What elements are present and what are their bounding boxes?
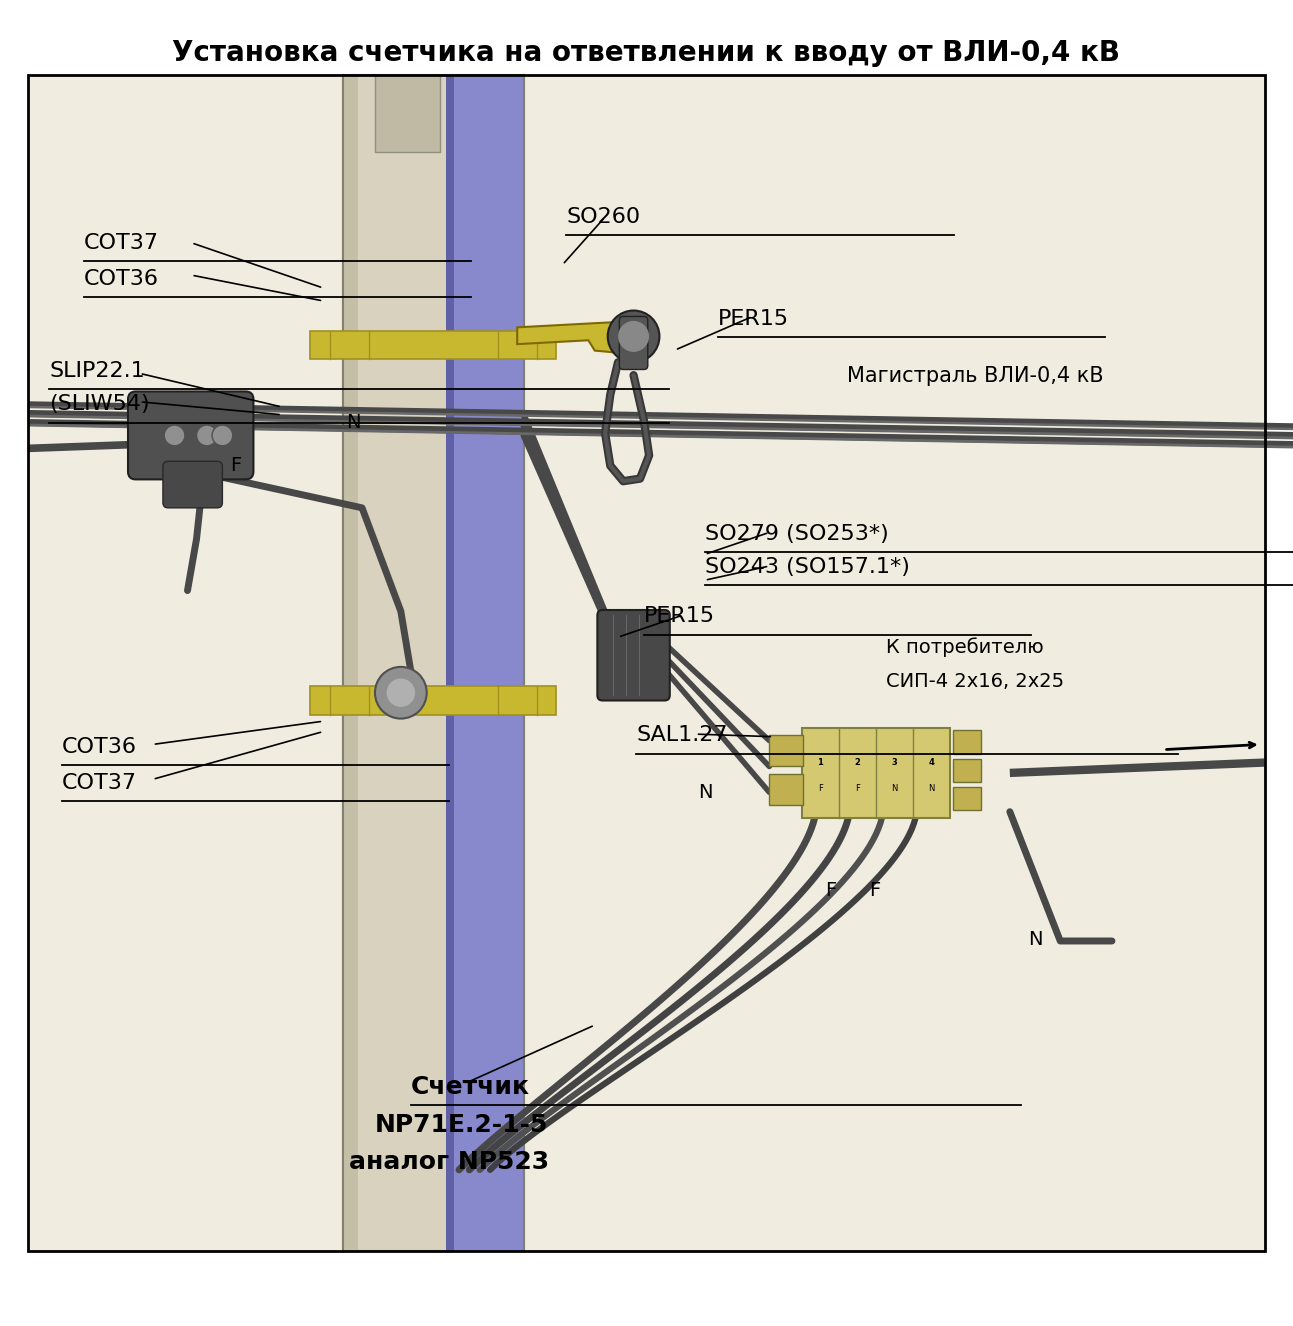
Text: N: N	[698, 782, 712, 802]
Circle shape	[197, 426, 217, 446]
Bar	[953, 731, 981, 753]
Text: SO243 (SO157.1*): SO243 (SO157.1*)	[705, 557, 909, 577]
Text: SO260: SO260	[566, 207, 640, 227]
Text: Счетчик: Счетчик	[411, 1075, 530, 1099]
Bar	[343, 74, 358, 1252]
Text: PER15: PER15	[644, 606, 715, 626]
Circle shape	[212, 426, 233, 446]
Text: N: N	[347, 412, 361, 432]
Circle shape	[387, 679, 415, 707]
Text: 3: 3	[892, 758, 897, 766]
Bar	[769, 774, 803, 805]
Bar	[310, 687, 556, 715]
Text: F: F	[817, 784, 822, 793]
Text: СОТ36: СОТ36	[62, 737, 137, 757]
Circle shape	[608, 310, 659, 362]
Text: F: F	[869, 880, 881, 900]
Text: 1: 1	[817, 758, 824, 766]
FancyBboxPatch shape	[597, 610, 670, 700]
Text: F: F	[855, 784, 860, 793]
Polygon shape	[517, 322, 634, 353]
FancyBboxPatch shape	[163, 461, 222, 508]
Text: N: N	[891, 784, 897, 793]
FancyBboxPatch shape	[619, 317, 648, 370]
Circle shape	[375, 667, 427, 719]
Bar	[802, 728, 950, 818]
Text: СОТ36: СОТ36	[84, 269, 159, 289]
Text: 2: 2	[855, 758, 860, 766]
Text: F: F	[825, 880, 837, 900]
Text: SAL1.27: SAL1.27	[636, 725, 728, 745]
Circle shape	[164, 426, 185, 446]
Text: СОТ37: СОТ37	[84, 233, 159, 253]
Text: К потребителю: К потребителю	[886, 638, 1043, 658]
Bar	[375, 74, 440, 152]
Text: SLIP22.1: SLIP22.1	[49, 361, 145, 381]
Text: (SLIW54): (SLIW54)	[49, 394, 150, 415]
Text: СОТ37: СОТ37	[62, 773, 137, 793]
FancyBboxPatch shape	[128, 391, 253, 480]
Bar	[446, 74, 524, 1252]
Bar	[953, 788, 981, 810]
Bar	[310, 330, 556, 359]
Circle shape	[618, 321, 649, 351]
Text: NP71E.2-1-5: NP71E.2-1-5	[375, 1113, 548, 1136]
Bar	[953, 758, 981, 782]
Text: Установка счетчика на ответвлении к вводу от ВЛИ-0,4 кВ: Установка счетчика на ответвлении к ввод…	[172, 38, 1121, 66]
Text: Магистраль ВЛИ-0,4 кВ: Магистраль ВЛИ-0,4 кВ	[847, 366, 1103, 386]
Text: аналог NP523: аналог NP523	[349, 1150, 550, 1174]
Text: N: N	[1028, 931, 1042, 949]
Bar	[446, 74, 454, 1252]
Text: СИП-4 2х16, 2х25: СИП-4 2х16, 2х25	[886, 671, 1064, 691]
Text: N: N	[928, 784, 935, 793]
Text: F: F	[230, 456, 242, 475]
Text: SO279 (SO253*): SO279 (SO253*)	[705, 524, 888, 544]
Text: PER15: PER15	[718, 309, 789, 329]
Bar	[769, 736, 803, 766]
Text: 4: 4	[928, 758, 935, 766]
Bar	[343, 74, 524, 1252]
